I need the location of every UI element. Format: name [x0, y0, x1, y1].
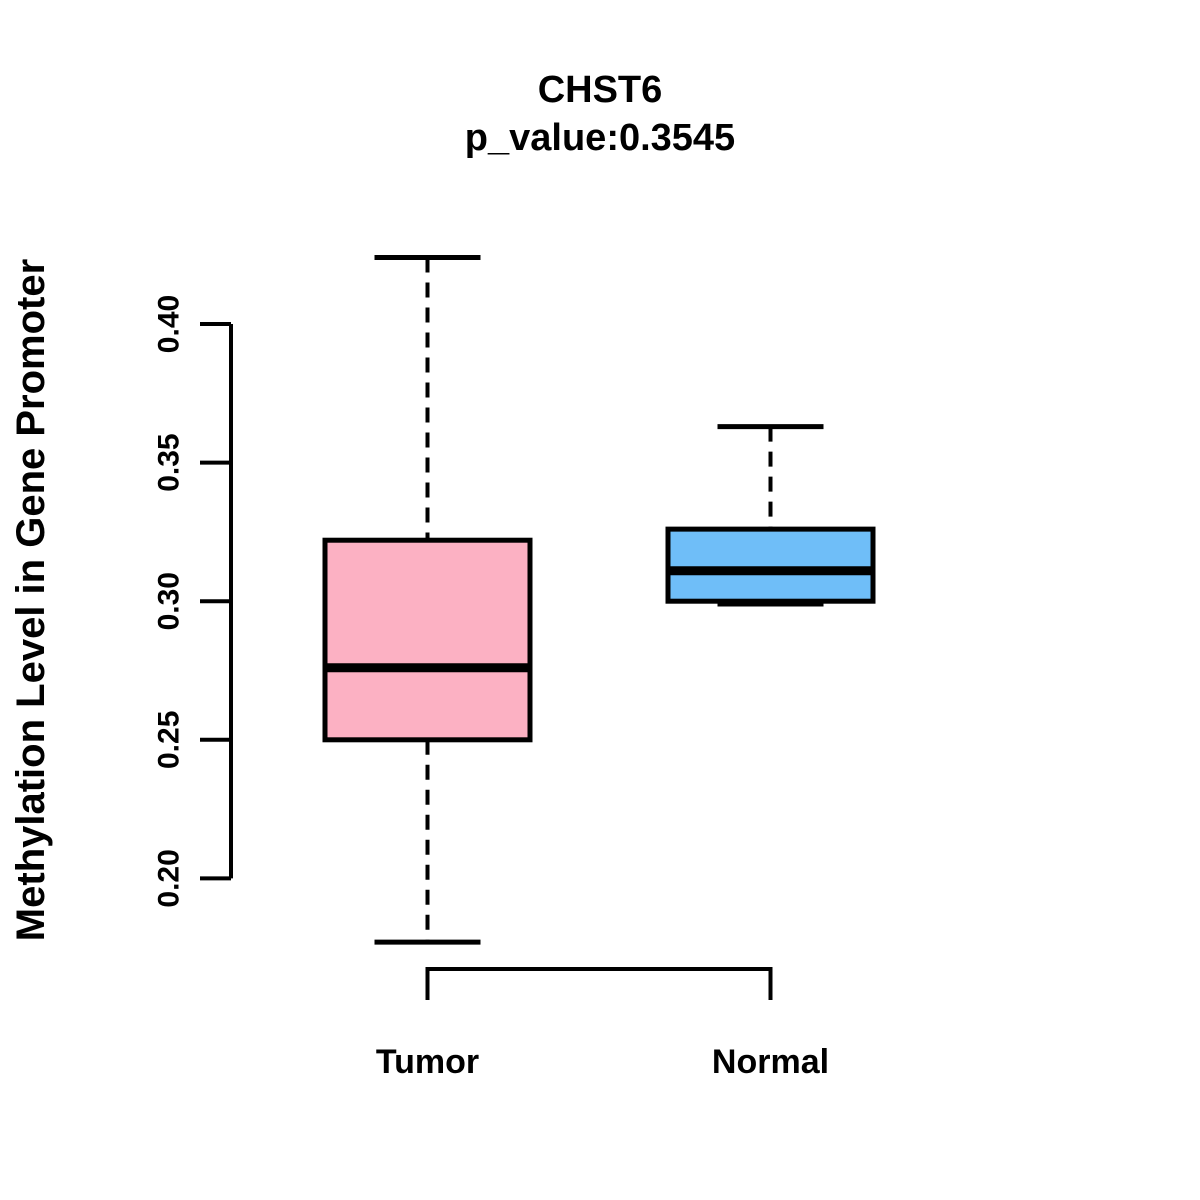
x-category-label-normal: Normal: [712, 1043, 829, 1081]
x-axis-bracket: [425, 967, 773, 1000]
y-axis-tick-label: 0.25: [153, 711, 186, 769]
y-axis-tick-label: 0.30: [153, 572, 186, 630]
x-category-label-tumor: Tumor: [376, 1043, 479, 1081]
chart-subtitle: p_value:0.3545: [464, 117, 736, 159]
y-axis-tick-label: 0.35: [153, 433, 186, 491]
y-axis-tick-label: 0.20: [153, 849, 186, 907]
normal-box: [665, 526, 876, 604]
tumor-box: [322, 537, 533, 743]
y-axis-tick-label: 0.40: [153, 295, 186, 353]
chart-title: CHST6: [537, 69, 663, 111]
title-block: CHST6 p_value:0.3545: [0, 66, 1200, 162]
